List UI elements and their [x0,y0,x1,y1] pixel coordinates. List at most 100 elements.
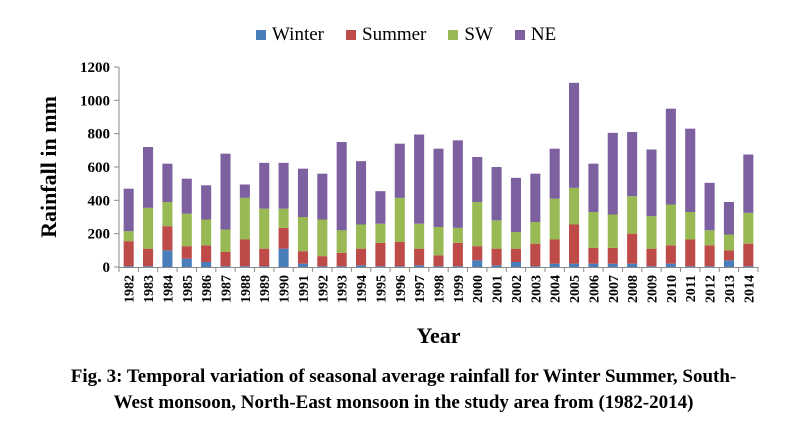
bar-winter-2010 [665,263,676,267]
bar-winter-1991 [297,263,308,267]
y-tick-label: 0 [103,260,111,276]
x-tick-label: 1999 [452,275,467,303]
bar-sw-1999 [452,227,463,243]
bar-summer-1995 [375,242,386,267]
bar-sw-1996 [394,197,405,242]
x-tick-label: 1989 [258,275,273,303]
bar-sw-1998 [433,227,444,256]
bar-winter-1992 [317,266,328,267]
x-tick-label: 1990 [278,275,293,303]
bar-sw-1992 [317,219,328,257]
x-tick-label: 2014 [742,275,757,303]
x-tick-label: 1982 [123,275,138,303]
bar-ne-1989 [259,162,270,209]
bar-summer-1991 [297,251,308,264]
bar-sw-1989 [259,208,270,249]
chart-container: 0 200 400 600 800 1000 1200 1982 1983 1984 1985 198… [36,24,759,348]
bar-winter-2002 [510,262,521,267]
y-tick-label: 400 [88,193,111,209]
bar-winter-1988 [239,266,250,267]
bar-winter-2012 [704,266,715,267]
bar-ne-1992 [317,173,328,220]
bar-winter-1985 [181,258,192,267]
bar-winter-1982 [123,266,134,267]
x-tick-label: 1987 [220,275,235,303]
bar-winter-1990 [278,248,289,267]
x-tick-label: 2010 [665,275,680,303]
bar-summer-2004 [549,239,560,264]
caption-line-1: Fig. 3: Temporal variation of seasonal a… [70,366,737,387]
bar-ne-2002 [510,177,521,232]
bar-ne-2009 [646,149,657,217]
x-tick-label: 2011 [684,275,699,302]
x-tick-label: 1986 [200,275,215,303]
bar-sw-1993 [336,230,347,253]
bar-ne-2008 [627,132,638,197]
x-tick-label: 2007 [607,275,622,303]
bar-winter-2014 [743,266,754,267]
x-tick-label: 1984 [161,275,176,303]
bar-summer-1988 [239,239,250,267]
bar-sw-2007 [607,214,618,248]
bar-ne-1998 [433,148,444,227]
x-tick-label: 2001 [491,275,506,303]
bar-summer-2013 [723,250,734,261]
x-tick-label: 1983 [142,275,157,303]
legend-swatch-summer [346,30,356,40]
bar-ne-1999 [452,140,463,228]
y-axis-title: Rainfall in mm [36,96,61,238]
bar-summer-2010 [665,245,676,264]
y-tick-label: 1200 [80,60,110,76]
legend-label-summer: Summer [362,24,427,45]
bar-ne-1994 [356,161,367,225]
bar-winter-1993 [336,266,347,267]
bar-summer-1985 [181,246,192,259]
x-tick-label: 1993 [336,275,351,303]
bar-ne-2011 [685,128,696,212]
bar-winter-2004 [549,263,560,267]
bar-summer-1993 [336,252,347,267]
bar-summer-2002 [510,248,521,262]
bar-winter-1997 [414,265,425,267]
x-tick-label: 2002 [510,275,525,303]
bar-winter-2003 [530,266,541,267]
bar-ne-2013 [723,202,734,235]
x-tick-label: 1991 [297,275,312,303]
bar-ne-1983 [143,147,154,208]
x-axis-title: Year [417,323,461,348]
bar-winter-1989 [259,266,270,267]
legend-swatch-winter [256,30,266,40]
bar-sw-2014 [743,212,754,244]
x-tick-label: 2004 [549,275,564,303]
legend-item-winter: Winter [256,24,324,46]
bar-summer-2005 [569,224,580,264]
bar-ne-2001 [491,167,502,221]
bar-ne-1988 [239,184,250,198]
x-tick-label: 1998 [433,275,448,303]
bar-winter-1998 [433,266,444,267]
bar-sw-2012 [704,230,715,246]
bar-sw-1982 [123,231,134,242]
bar-winter-2007 [607,263,618,267]
bar-ne-1986 [201,185,212,220]
bar-summer-2012 [704,245,715,267]
legend-item-ne: NE [514,24,556,46]
x-tick-label: 2000 [471,275,486,303]
bar-sw-1986 [201,219,212,246]
y-tick-label: 1000 [80,93,110,109]
bar-ne-1993 [336,142,347,231]
bar-ne-1990 [278,162,289,209]
x-tick-label: 1997 [413,275,428,303]
bar-winter-2013 [723,260,734,267]
bar-ne-1984 [162,163,173,202]
bar-sw-2002 [510,232,521,249]
bar-ne-2000 [472,157,483,202]
bar-ne-2006 [588,163,599,212]
x-tick-label: 2003 [529,275,544,303]
bar-summer-1997 [414,248,425,266]
bar-summer-1982 [123,241,134,267]
bar-ne-1997 [414,134,425,224]
bar-winter-1995 [375,266,386,267]
bar-sw-1984 [162,202,173,227]
bar-summer-1987 [220,252,231,267]
